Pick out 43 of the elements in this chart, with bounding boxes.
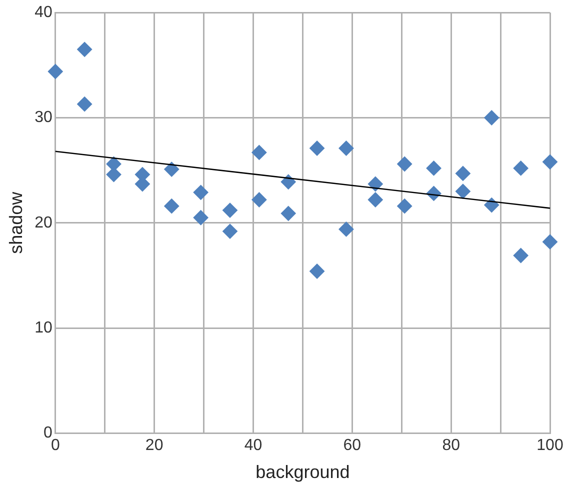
point <box>484 110 500 126</box>
point <box>48 64 63 79</box>
y-tick-label: 20 <box>34 214 52 232</box>
x-tick-label: 40 <box>244 437 262 454</box>
y-tick-label: 40 <box>34 4 52 22</box>
point <box>368 176 383 192</box>
point <box>252 144 267 160</box>
y-axis-title: shadow <box>6 190 26 254</box>
point <box>222 224 238 239</box>
y-tick-label: 30 <box>34 109 52 126</box>
point <box>542 234 558 250</box>
point <box>513 160 528 176</box>
point <box>77 42 92 57</box>
point <box>280 206 296 221</box>
point <box>455 184 470 199</box>
point <box>455 166 470 181</box>
x-tick-label: 60 <box>343 437 362 454</box>
point <box>338 222 354 237</box>
x-axis-title: background <box>256 462 350 482</box>
point <box>426 160 442 176</box>
point <box>542 154 558 170</box>
point <box>77 96 92 112</box>
point <box>222 202 238 218</box>
point <box>164 162 180 177</box>
x-tick-label: 20 <box>145 437 164 454</box>
point <box>106 167 122 182</box>
point <box>193 184 208 200</box>
point <box>310 264 325 279</box>
point <box>513 248 528 263</box>
point <box>252 192 267 208</box>
point <box>397 156 412 172</box>
point <box>368 192 383 208</box>
x-tick-label: 100 <box>536 437 564 454</box>
point <box>397 198 412 214</box>
x-tick-label: 80 <box>442 437 460 454</box>
point <box>280 174 296 190</box>
y-tick-label: 0 <box>43 424 52 442</box>
point <box>164 198 180 214</box>
y-tick-label: 10 <box>34 319 52 336</box>
point <box>338 140 354 156</box>
point <box>310 140 325 156</box>
point <box>484 198 500 213</box>
point <box>193 210 208 226</box>
